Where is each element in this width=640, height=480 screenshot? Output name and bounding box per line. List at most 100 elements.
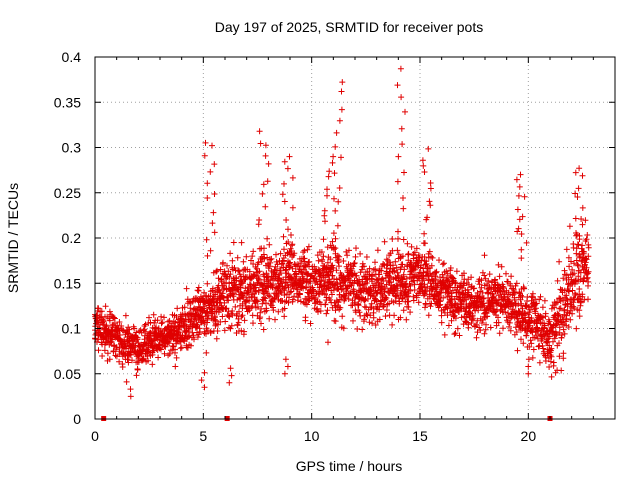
data-point — [313, 306, 320, 313]
data-point — [195, 303, 202, 310]
data-point — [547, 358, 554, 365]
data-point — [262, 295, 269, 302]
data-point — [351, 270, 358, 277]
data-point — [116, 358, 123, 365]
data-point — [93, 330, 100, 337]
data-point — [452, 280, 459, 287]
data-point — [346, 247, 352, 254]
data-point — [568, 304, 575, 311]
chart-title: Day 197 of 2025, SRMTID for receiver pot… — [215, 19, 483, 35]
data-point — [168, 323, 175, 330]
data-point — [548, 373, 555, 380]
data-point — [141, 326, 148, 333]
data-point — [146, 314, 152, 321]
data-point — [442, 304, 449, 311]
data-point — [570, 279, 576, 286]
data-point — [334, 222, 341, 229]
data-point — [380, 278, 387, 284]
data-point — [329, 291, 335, 298]
data-point — [461, 276, 468, 283]
data-point — [538, 314, 545, 321]
data-point — [179, 311, 186, 318]
data-point — [572, 215, 579, 222]
data-point — [102, 303, 109, 310]
data-point — [536, 343, 542, 350]
data-point — [268, 298, 275, 305]
data-point — [422, 304, 428, 311]
data-point — [575, 241, 582, 248]
data-point — [460, 282, 467, 289]
data-point — [492, 288, 499, 295]
data-point — [184, 333, 191, 340]
data-point — [532, 296, 539, 303]
data-point — [383, 281, 390, 288]
data-point — [504, 319, 511, 325]
data-point — [501, 291, 508, 298]
data-point — [282, 284, 289, 291]
data-point — [213, 335, 220, 342]
data-point — [297, 298, 304, 305]
data-point — [439, 271, 446, 278]
data-point — [273, 251, 279, 258]
data-point — [243, 253, 250, 260]
data-point — [305, 259, 312, 266]
data-point — [360, 285, 367, 292]
data-point — [326, 168, 333, 175]
data-point — [331, 170, 338, 177]
data-point — [548, 345, 555, 352]
data-point — [250, 271, 257, 278]
data-point — [214, 267, 220, 274]
data-point — [332, 235, 339, 242]
data-point — [465, 281, 472, 288]
y-tick-label: 0.05 — [54, 366, 81, 382]
data-point — [285, 271, 292, 277]
data-point — [345, 261, 352, 268]
data-point — [207, 168, 214, 175]
data-point — [424, 269, 430, 276]
data-point — [234, 254, 241, 261]
data-point — [327, 268, 334, 275]
data-point — [138, 351, 145, 357]
data-point — [272, 316, 278, 323]
data-point — [238, 239, 245, 246]
data-point — [455, 305, 462, 312]
data-point — [499, 281, 506, 288]
data-point — [261, 245, 267, 252]
data-point — [141, 336, 148, 343]
data-point — [274, 285, 281, 291]
data-point — [395, 251, 402, 258]
data-point — [135, 352, 141, 358]
data-point — [364, 312, 371, 319]
y-tick-label: 0.1 — [62, 321, 82, 337]
data-point — [351, 277, 358, 284]
data-point — [317, 272, 324, 279]
data-point — [576, 313, 583, 320]
data-point — [421, 230, 428, 237]
y-tick-label: 0 — [73, 411, 81, 427]
data-point — [399, 295, 405, 302]
data-point — [217, 266, 224, 273]
data-point — [110, 343, 117, 350]
data-point — [523, 332, 530, 339]
data-point — [250, 248, 257, 255]
data-point — [312, 280, 319, 286]
data-point — [502, 309, 509, 316]
data-point — [110, 314, 117, 321]
data-point — [495, 299, 502, 306]
data-point — [395, 228, 401, 235]
data-point — [571, 270, 578, 277]
data-point — [246, 294, 253, 301]
data-point — [490, 294, 496, 301]
data-point — [263, 274, 270, 281]
data-point — [408, 260, 415, 266]
data-point — [424, 295, 431, 302]
data-point — [134, 366, 141, 372]
data-point — [289, 204, 296, 211]
data-point — [331, 282, 338, 289]
data-point — [381, 238, 388, 245]
data-point — [197, 298, 204, 305]
data-point — [284, 363, 291, 370]
data-point — [99, 353, 106, 359]
data-point — [331, 246, 337, 253]
data-point — [498, 263, 505, 270]
